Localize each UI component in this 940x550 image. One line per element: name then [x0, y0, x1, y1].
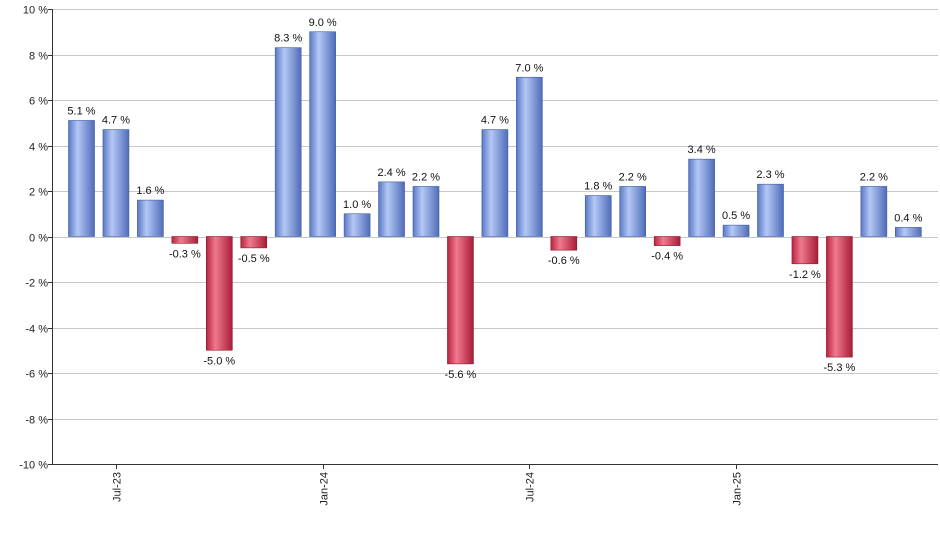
data-labels: 5.1 % 4.7 % 1.6 % -0.3 % -5.0 % -0.5 % 8.3 % 9.…: [67, 17, 922, 381]
data-label: 4.7 %: [102, 115, 130, 127]
y-tick-label: -2 %: [25, 278, 48, 290]
y-tick-label: 10 %: [23, 5, 48, 17]
data-label: -5.3 %: [824, 362, 856, 374]
bar: [688, 158, 715, 237]
data-label: -0.6 %: [548, 255, 580, 267]
data-label: 3.4 %: [688, 144, 716, 156]
data-label: -1.2 %: [789, 269, 821, 281]
bar: [653, 236, 681, 246]
data-label: 2.2 %: [619, 171, 647, 183]
y-tick-label: -8 %: [25, 415, 48, 427]
data-label: 8.3 %: [274, 33, 302, 45]
bar: [516, 76, 543, 237]
bar: [481, 129, 509, 237]
bar: [584, 195, 612, 237]
bar: [619, 186, 647, 237]
data-label: -0.3 %: [169, 248, 201, 260]
bar: [791, 236, 819, 265]
data-label: -0.5 %: [238, 253, 270, 265]
data-label: 7.0 %: [515, 62, 543, 74]
data-label: 1.8 %: [584, 181, 612, 193]
bar: [102, 129, 130, 237]
bar: [274, 47, 302, 237]
bar: [171, 236, 199, 244]
bar: [447, 236, 474, 365]
data-label: 9.0 %: [309, 17, 337, 29]
y-tick-label: -6 %: [25, 369, 48, 381]
bar: [757, 183, 784, 237]
bar: [378, 181, 405, 237]
bar: [894, 227, 922, 237]
bar: [240, 236, 268, 249]
data-label: 4.7 %: [481, 115, 509, 127]
x-tick-label: Jan-25: [732, 472, 744, 506]
y-axis: 10 % 8 % 6 % 4 % 2 % 0 % -2 % -4 % -6 % -8 % -10 %: [19, 5, 53, 472]
x-tick-label: Jul-23: [112, 472, 124, 502]
y-tick-label: 6 %: [29, 96, 48, 108]
y-tick-label: -4 %: [25, 324, 48, 336]
bar: [309, 31, 336, 237]
bars: [68, 31, 922, 365]
y-tick-label: -10 %: [19, 460, 48, 472]
bar: [206, 236, 233, 351]
bar: [68, 120, 95, 237]
data-label: -0.4 %: [651, 251, 683, 263]
y-tick-label: 8 %: [29, 51, 48, 63]
data-label: -5.0 %: [203, 355, 235, 367]
data-label: 2.4 %: [377, 167, 405, 179]
data-label: 2.2 %: [860, 171, 888, 183]
bar: [137, 199, 164, 237]
y-tick-label: 0 %: [29, 233, 48, 245]
data-label: 2.3 %: [756, 169, 784, 181]
data-label: 2.2 %: [412, 171, 440, 183]
data-label: 5.1 %: [67, 105, 95, 117]
x-tick-label: Jan-24: [319, 472, 331, 506]
data-label: 0.5 %: [722, 210, 750, 222]
bar: [343, 213, 371, 237]
y-tick-label: 2 %: [29, 187, 48, 199]
bar: [722, 224, 750, 237]
data-label: -5.6 %: [445, 369, 477, 381]
x-axis: Jul-23 Jan-24 Jul-24 Jan-25: [52, 464, 938, 506]
y-tick-label: 4 %: [29, 142, 48, 154]
bar: [412, 186, 440, 237]
data-label: 1.6 %: [136, 185, 164, 197]
bar: [826, 236, 853, 358]
data-label: 1.0 %: [343, 199, 371, 211]
data-label: 0.4 %: [894, 212, 922, 224]
bar: [550, 236, 578, 251]
bar: [860, 186, 888, 237]
x-tick-label: Jul-24: [525, 472, 537, 502]
